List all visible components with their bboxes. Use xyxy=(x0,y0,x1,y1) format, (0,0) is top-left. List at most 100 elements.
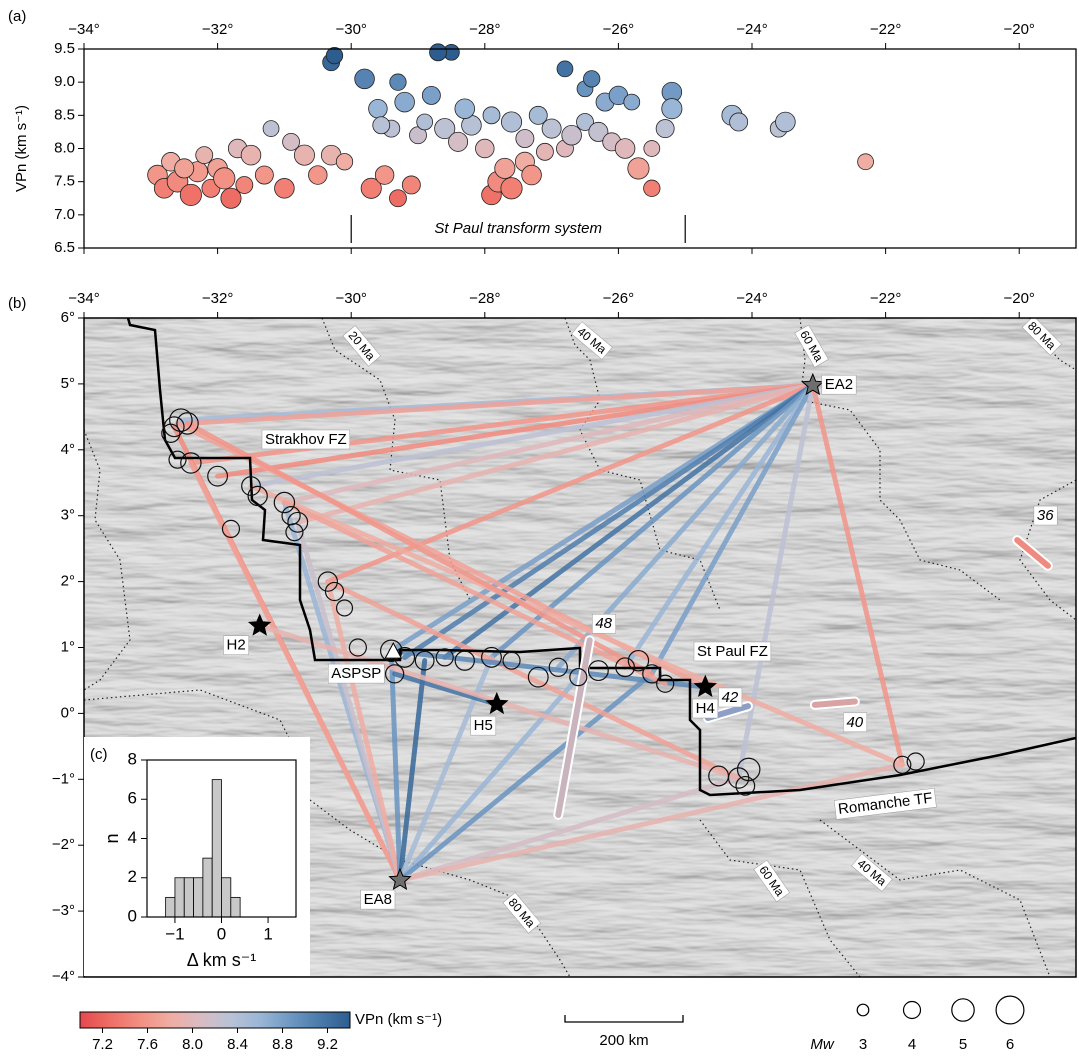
event xyxy=(502,651,521,670)
event-point xyxy=(254,165,274,185)
y-tick-label: 4 xyxy=(128,828,137,847)
y-tick-label: 6 xyxy=(128,789,137,808)
scale-bar-label: 200 km xyxy=(599,1032,648,1049)
y-tick-label: −2° xyxy=(52,836,75,853)
event xyxy=(384,664,405,684)
y-tick-label: −1° xyxy=(52,770,75,787)
size-legend-marker xyxy=(995,995,1025,1025)
station xyxy=(384,642,403,659)
y-tick-label: 8.5 xyxy=(54,106,75,123)
hist-bar xyxy=(193,877,204,918)
event-point xyxy=(360,177,382,199)
fast-axis xyxy=(1014,537,1051,569)
station xyxy=(485,691,509,715)
event-point xyxy=(528,105,548,125)
map-frame: (b) −34° −32° −30° −28° −26° −24° −22° −20° 6° 5° 4… xyxy=(8,290,1077,985)
event-point xyxy=(416,113,434,131)
ray-path xyxy=(188,460,403,883)
ray-path xyxy=(397,674,581,883)
ray-path xyxy=(188,382,816,466)
x-tick-label: −34° xyxy=(68,21,99,38)
ray-path xyxy=(622,382,816,670)
label-box xyxy=(502,892,542,934)
event-point xyxy=(623,93,641,111)
annotation: St Paul transform system xyxy=(434,220,602,237)
event-point xyxy=(775,111,796,133)
event-point xyxy=(240,144,262,166)
label-box xyxy=(328,663,385,684)
event-point xyxy=(729,112,749,132)
stations: EA2 EA8 ASPSP H2 H5 H4 xyxy=(223,372,857,910)
label-box xyxy=(261,429,350,450)
event-point xyxy=(262,120,280,137)
event-point xyxy=(643,140,661,157)
event-point xyxy=(282,132,300,151)
event-point xyxy=(174,158,195,179)
event xyxy=(587,660,609,682)
station xyxy=(693,674,717,697)
fast-axis xyxy=(811,698,858,708)
event-point xyxy=(627,157,650,180)
event-point xyxy=(494,157,516,179)
y-tick-label: 7.0 xyxy=(54,206,75,223)
label-box xyxy=(753,859,791,903)
event xyxy=(615,657,636,678)
x-tick-label: 1 xyxy=(263,924,272,943)
panel-a: (a) VPn (km s⁻¹) −34° −32° −30° −28° −26° −24° −… xyxy=(8,8,1077,256)
fast-axis xyxy=(555,637,593,818)
event xyxy=(481,646,502,668)
event-point xyxy=(389,73,407,91)
event-point xyxy=(372,116,391,135)
event-point xyxy=(583,70,601,88)
y-tick-label: 2° xyxy=(61,573,75,590)
colorbar-tick-label: 7.6 xyxy=(137,1036,158,1053)
x-tick-label: 0 xyxy=(217,924,226,943)
hist-bar xyxy=(183,877,194,918)
panel-label: (b) xyxy=(8,295,26,312)
x-axis-label: Δ km s⁻¹ xyxy=(187,950,257,970)
event xyxy=(247,485,268,507)
x-tick-label: −26° xyxy=(603,290,634,307)
plate-boundary xyxy=(126,318,1076,797)
size-legend-marker xyxy=(951,998,975,1022)
event xyxy=(348,638,367,657)
ray-path xyxy=(397,775,742,883)
y-tick-label: 1° xyxy=(61,638,75,655)
events xyxy=(161,408,925,796)
event-point xyxy=(335,153,354,171)
isochrons xyxy=(84,318,1076,977)
event xyxy=(548,657,568,677)
event xyxy=(168,450,187,469)
y-tick-label: 6.5 xyxy=(54,239,75,256)
colorbar-label: VPn (km s⁻¹) xyxy=(355,1011,442,1028)
feature-label: Strakhov FZ xyxy=(265,431,347,448)
size-legend-label: 5 xyxy=(959,1036,967,1053)
ray-path xyxy=(397,671,655,883)
label-box xyxy=(1033,505,1058,526)
event xyxy=(273,491,296,514)
event xyxy=(906,752,925,771)
y-tick-label: 3° xyxy=(61,507,75,524)
rays xyxy=(171,382,905,883)
event-point xyxy=(401,175,421,195)
x-tick-label: −20° xyxy=(1003,290,1034,307)
map-border xyxy=(83,317,1077,978)
scale-bar xyxy=(564,1015,684,1023)
event-point xyxy=(274,178,295,199)
event xyxy=(642,664,662,684)
colorbar-tick-label: 7.2 xyxy=(92,1036,113,1053)
x-tick-label: −32° xyxy=(202,290,233,307)
ray-path xyxy=(402,382,816,660)
plot-frame xyxy=(146,759,297,918)
event xyxy=(221,519,241,538)
isochron xyxy=(564,318,721,611)
event xyxy=(893,755,912,774)
ray-path xyxy=(325,382,816,585)
event-point xyxy=(500,177,523,200)
colorbar-tick-label: 9.2 xyxy=(317,1036,338,1053)
event xyxy=(287,511,309,533)
x-tick-label: −26° xyxy=(603,21,634,38)
label-box xyxy=(571,321,613,360)
size-legend-marker xyxy=(856,1003,870,1017)
panel-label: (c) xyxy=(90,746,108,763)
